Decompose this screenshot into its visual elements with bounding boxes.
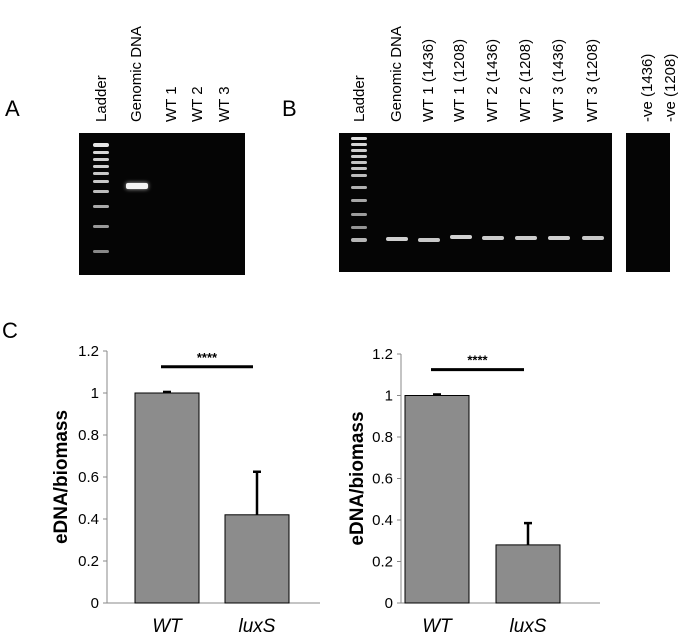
y-tick-label: 0 bbox=[91, 595, 99, 612]
y-tick-label: 0.8 bbox=[372, 429, 393, 446]
significance-label: **** bbox=[197, 350, 218, 365]
significance-label: **** bbox=[467, 353, 488, 368]
gel-image-b bbox=[339, 133, 612, 272]
band-b-wt3-1208 bbox=[582, 236, 604, 240]
lane-label-b-wt1-1208: WT 1 (1208) bbox=[451, 38, 468, 122]
bar-wt bbox=[404, 395, 470, 604]
band-b-wt3-1436 bbox=[548, 236, 570, 240]
y-tick-label: 1.2 bbox=[78, 343, 99, 360]
y-tick-label: 1 bbox=[91, 385, 99, 402]
gel-image-a bbox=[79, 133, 245, 275]
lane-label-a-genomic-dna: Genomic DNA bbox=[128, 26, 145, 122]
band-b-wt1-1436 bbox=[418, 238, 440, 242]
bar-luxs bbox=[495, 544, 561, 604]
y-tick-label: 1 bbox=[385, 388, 393, 405]
y-tick-label: 0.6 bbox=[78, 469, 99, 486]
band-b-wt1-1208 bbox=[450, 235, 472, 239]
category-label: luxS bbox=[239, 616, 276, 637]
bar-luxs bbox=[224, 514, 290, 604]
y-axis-label: eDNA/biomass bbox=[347, 411, 368, 545]
lane-label-a-wt1: WT 1 bbox=[163, 86, 180, 122]
lane-label-b-neg-1436: -ve (1436) bbox=[639, 53, 656, 122]
band-b-wt2-1208 bbox=[515, 236, 537, 240]
lane-label-b-ladder: Ladder bbox=[351, 75, 368, 122]
lane-label-b-wt1-1436: WT 1 (1436) bbox=[420, 38, 437, 122]
lane-label-b-neg-1208: -ve (1208) bbox=[662, 53, 679, 122]
lane-label-b-wt2-1208: WT 2 (1208) bbox=[517, 38, 534, 122]
panel-a-letter: A bbox=[5, 96, 20, 121]
y-tick-label: 0.2 bbox=[78, 553, 99, 570]
category-label: WT bbox=[152, 616, 183, 637]
band-b-wt2-1436 bbox=[482, 236, 504, 240]
lane-label-b-genomic-dna: Genomic DNA bbox=[388, 26, 405, 122]
y-tick-label: 0.4 bbox=[372, 512, 393, 529]
band-b-genomic-dna bbox=[386, 237, 408, 241]
lane-label-b-wt2-1436: WT 2 (1436) bbox=[484, 38, 501, 122]
lane-label-a-wt3: WT 3 bbox=[216, 86, 233, 122]
y-tick-label: 0.2 bbox=[372, 554, 393, 571]
gel-image-b-negative bbox=[626, 133, 670, 272]
y-axis-label: eDNA/biomass bbox=[51, 410, 72, 544]
lane-label-a-wt2: WT 2 bbox=[189, 86, 206, 122]
y-tick-label: 1.2 bbox=[372, 346, 393, 363]
y-tick-label: 0 bbox=[385, 595, 393, 612]
bar-wt bbox=[134, 392, 200, 604]
lane-label-b-wt3-1208: WT 3 (1208) bbox=[584, 38, 601, 122]
y-tick-label: 0.8 bbox=[78, 427, 99, 444]
lane-label-b-wt3-1436: WT 3 (1436) bbox=[550, 38, 567, 122]
y-tick-label: 0.4 bbox=[78, 511, 99, 528]
y-tick-label: 0.6 bbox=[372, 471, 393, 488]
panel-c-letter: C bbox=[2, 318, 18, 343]
category-label: WT bbox=[422, 616, 453, 637]
panel-b-letter: B bbox=[282, 96, 297, 121]
lane-label-a-ladder: Ladder bbox=[93, 75, 110, 122]
genomic-dna-band-a bbox=[126, 183, 148, 189]
category-label: luxS bbox=[510, 616, 547, 637]
